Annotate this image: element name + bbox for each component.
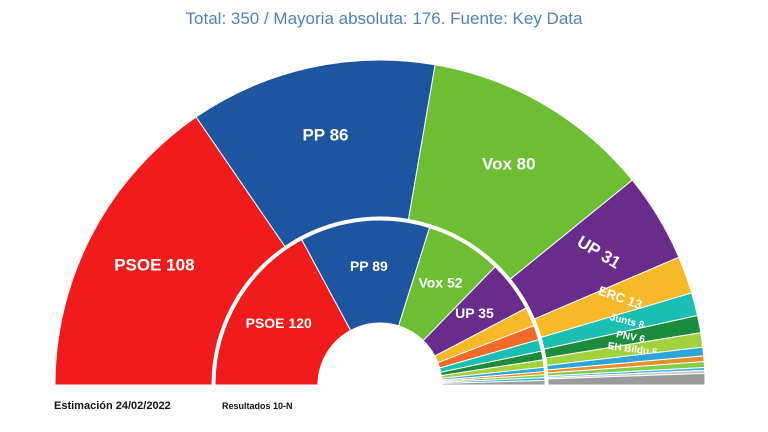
outer-seat-label-psoe: PSOE 108 [114, 256, 194, 275]
inner-seat-segment-otros-13 [441, 380, 546, 386]
inner-seat-label-psoe: PSOE 120 [246, 315, 312, 331]
inner-seat-segment-psoe-0 [214, 239, 352, 386]
outer-ring-caption: Estimación 24/02/2022 [54, 400, 171, 412]
inner-seat-label-vox: Vox 52 [418, 274, 462, 290]
inner-seat-label-pp: PP 89 [350, 258, 388, 274]
inner-seat-label-up: UP 35 [455, 305, 494, 321]
outer-seat-label-vox: Vox 80 [482, 154, 536, 173]
outer-seat-label-pnv: PNV 6 [615, 329, 646, 345]
inner-seat-segment-pp-1 [301, 219, 431, 332]
inner-ring-caption: Resultados 10-N [222, 401, 293, 411]
chart-subtitle: Total: 350 / Mayoria absoluta: 176. Fuen… [185, 9, 583, 28]
outer-seat-segment-psoe-0 [54, 116, 286, 386]
outer-seat-segment-otros-13 [547, 372, 706, 386]
outer-seat-label-pp: PP 86 [302, 125, 348, 144]
